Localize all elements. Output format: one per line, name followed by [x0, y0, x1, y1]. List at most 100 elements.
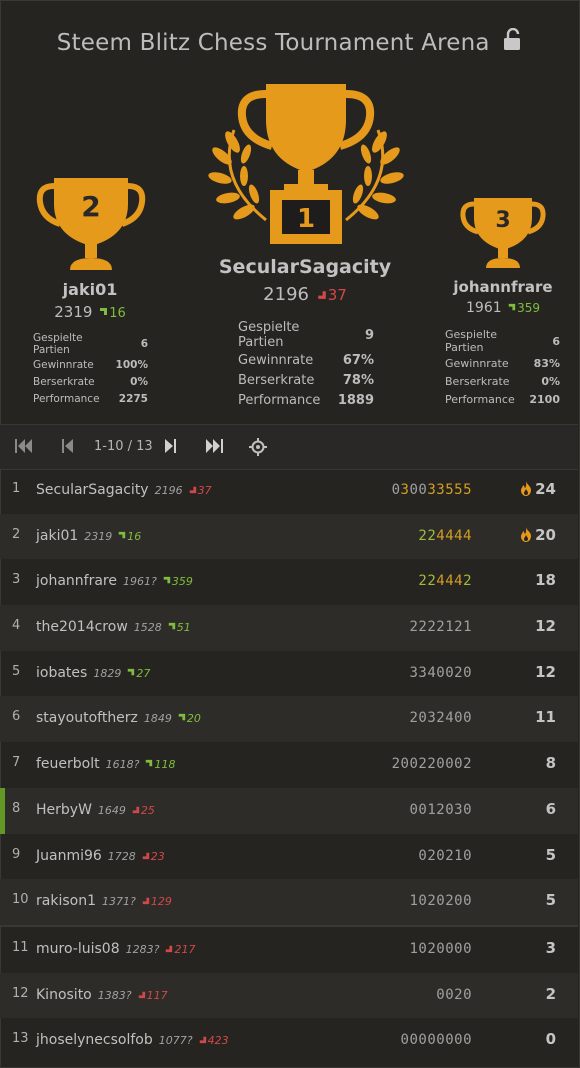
podium-first-rank: 1 — [297, 204, 315, 234]
sheet-score: 5 — [463, 482, 472, 498]
player-name-text[interactable]: jaki01 — [36, 527, 79, 544]
fire-icon — [521, 526, 532, 542]
player-name[interactable]: jaki01 2319 16 — [36, 528, 141, 544]
player-name-text[interactable]: jhoselynecsolfob — [36, 1032, 153, 1049]
next-page-button[interactable] — [162, 437, 184, 457]
sheet-score: 4 — [445, 710, 455, 727]
player-name-text[interactable]: stayoutoftherz — [36, 710, 138, 727]
table-row[interactable]: 7 feuerbolt 1618? 118 200220002 8 — [0, 742, 578, 788]
player-name-text[interactable]: Juanmi96 — [36, 847, 102, 864]
table-row[interactable]: 11 muro-luis08 1283? 217 1020000 3 — [0, 924, 578, 973]
player-rank: 9 — [12, 846, 21, 862]
total-score: 18 — [535, 571, 556, 589]
score-sheet: 1020200 — [409, 893, 472, 909]
player-rating: 2196 — [154, 484, 183, 497]
player-name[interactable]: rakison1 1371? 129 — [36, 893, 172, 909]
podium-third-stats: Gespielte Partien 6 Gewinnrate 83% Berserkra… — [445, 328, 560, 408]
player-rating: 1961? — [122, 575, 157, 589]
player-name[interactable]: jhoselynecsolfob 1077? 423 — [36, 1032, 229, 1048]
total-score-value: 12 — [535, 662, 556, 681]
stat-label: Performance — [33, 392, 100, 405]
sheet-score: 0 — [400, 1032, 410, 1049]
previous-page-button[interactable] — [60, 437, 82, 457]
player-name-text[interactable]: muro-luis08 — [36, 940, 120, 957]
table-row[interactable]: 6 stayoutoftherz 1849 20 2032400 11 — [0, 696, 578, 743]
stat-value: 2275 — [118, 392, 148, 405]
sheet-score: 0 — [418, 940, 428, 957]
sheet-score: 2 — [445, 893, 455, 910]
podium-first: SecularSagacity 2196 37 — [190, 256, 420, 305]
table-row[interactable]: 13 jhoselynecsolfob 1077? 423 00000000 0 — [0, 1018, 578, 1064]
podium-second-name[interactable]: jaki01 — [62, 280, 118, 299]
last-page-button[interactable] — [204, 437, 226, 457]
sheet-score: 0 — [454, 893, 464, 910]
crosshair-icon — [249, 438, 267, 456]
player-name[interactable]: muro-luis08 1283? 217 — [36, 941, 195, 957]
table-row[interactable]: 12 Kinosito 1383? 117 0020 2 — [0, 972, 578, 1019]
sheet-score: 0 — [436, 986, 446, 1003]
table-row[interactable]: 2 jaki01 2319 16 224444 20 — [0, 513, 578, 560]
sheet-score: 2 — [454, 619, 464, 636]
player-name[interactable]: iobates 1829 27 — [36, 665, 150, 681]
player-rating: 1649 — [97, 803, 126, 817]
sheet-score: 4 — [436, 527, 446, 544]
podium-third-name[interactable]: johannfrare — [453, 278, 553, 296]
player-name[interactable]: SecularSagacity 2196 37 — [36, 482, 212, 498]
player-name-text[interactable]: SecularSagacity — [36, 482, 149, 498]
sheet-score: 0 — [454, 940, 464, 957]
stat-label: Gewinnrate — [238, 352, 314, 368]
stat-row: Gespielte Partien 9 — [238, 320, 374, 350]
sheet-score: 1 — [463, 619, 472, 636]
first-page-button[interactable] — [14, 437, 36, 457]
player-name-text[interactable]: johannfrare — [36, 573, 117, 590]
stat-value: 9 — [364, 327, 374, 343]
player-name-text[interactable]: Kinosito — [36, 986, 92, 1003]
table-row[interactable]: 1 SecularSagacity 2196 37 030033555 24 — [0, 468, 578, 514]
player-name[interactable]: the2014crow 1528 51 — [36, 619, 191, 635]
podium-third-rating: 1961 — [466, 300, 502, 316]
player-name[interactable]: HerbyW 1649 25 — [36, 802, 155, 818]
stat-row: Gespielte Partien 6 — [445, 328, 560, 354]
table-row[interactable]: 8 HerbyW 1649 25 0012030 6 — [0, 787, 578, 834]
player-name-text[interactable]: iobates — [36, 664, 88, 681]
player-name-text[interactable]: the2014crow — [36, 619, 128, 636]
sheet-score: 0 — [454, 710, 464, 727]
table-row[interactable]: 4 the2014crow 1528 51 2222121 12 — [0, 605, 578, 651]
sheet-score: 3 — [427, 482, 437, 498]
player-name[interactable]: Kinosito 1383? 117 — [36, 987, 168, 1003]
sheet-score: 0 — [409, 482, 419, 498]
total-score-value: 5 — [545, 845, 556, 864]
player-rank: 3 — [12, 572, 21, 588]
rating-diff: 423 — [207, 1034, 229, 1048]
sheet-score: 0 — [445, 664, 455, 681]
podium-first-rating: 2196 — [263, 284, 309, 305]
player-name[interactable]: Juanmi96 1728 23 — [36, 848, 165, 864]
find-me-button[interactable] — [248, 437, 270, 457]
stat-row: Berserkrate 0% — [445, 372, 560, 390]
total-score-value: 6 — [545, 799, 556, 818]
player-rating: 2319 — [84, 529, 113, 543]
sheet-score: 0 — [445, 1032, 455, 1049]
sheet-score: 3 — [436, 482, 446, 498]
rating-progress: 359 — [161, 575, 193, 588]
sheet-score: 4 — [454, 527, 464, 544]
total-score-value: 3 — [545, 938, 556, 957]
player-name-text[interactable]: feuerbolt — [36, 756, 100, 773]
player-name[interactable]: johannfrare 1961? 359 — [36, 573, 193, 589]
table-row[interactable]: 10 rakison1 1371? 129 1020200 5 — [0, 879, 578, 925]
podium-first-name[interactable]: SecularSagacity — [218, 256, 392, 278]
sheet-score: 2 — [427, 940, 437, 957]
table-row[interactable]: 9 Juanmi96 1728 23 020210 5 — [0, 834, 578, 880]
total-score: 3 — [546, 939, 556, 957]
table-row[interactable]: 3 johannfrare 1961? 359 224442 18 — [0, 559, 578, 605]
player-name[interactable]: feuerbolt 1618? 118 — [36, 756, 175, 772]
unlock-icon — [503, 27, 523, 58]
total-score: 24 — [520, 480, 556, 498]
stat-value: 1889 — [337, 392, 374, 408]
podium-first-rating-line: 2196 37 — [190, 284, 420, 305]
player-name[interactable]: stayoutoftherz 1849 20 — [36, 710, 201, 726]
table-row[interactable]: 5 iobates 1829 27 3340020 12 — [0, 651, 578, 697]
rating-progress: 423 — [197, 1034, 229, 1047]
player-name-text[interactable]: rakison1 — [36, 893, 96, 910]
player-name-text[interactable]: HerbyW — [36, 801, 92, 818]
